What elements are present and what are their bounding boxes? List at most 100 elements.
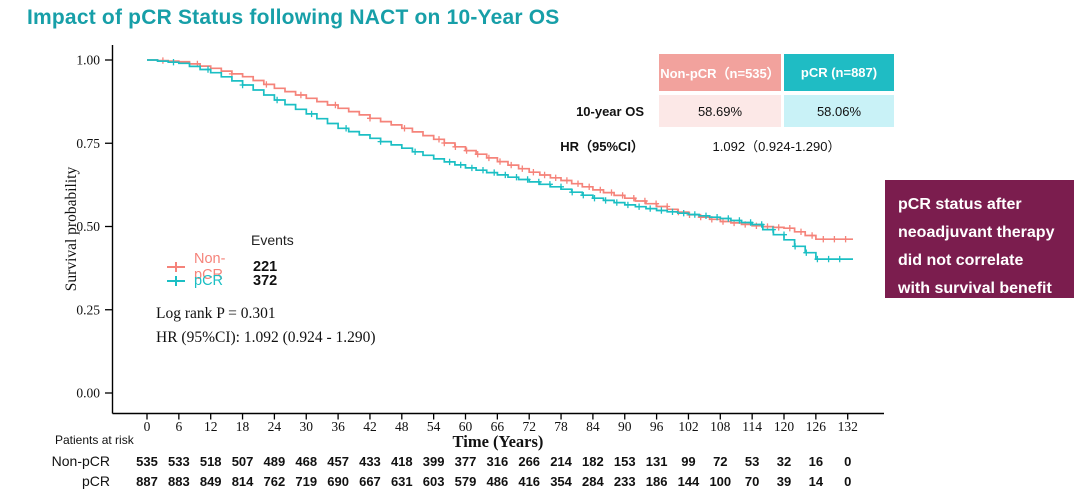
- risk-count: 266: [518, 454, 540, 469]
- x-tick-label: 114: [742, 419, 762, 434]
- events-count-pcr: 372: [253, 273, 278, 289]
- events-count-nonpcr: 221: [253, 259, 278, 275]
- risk-row-label-pcr: pCR: [82, 473, 110, 489]
- x-tick-label: 36: [331, 419, 345, 434]
- risk-count: 39: [777, 474, 791, 489]
- risk-row-label-non-pcr: Non-pCR: [52, 453, 110, 469]
- summary-row-label-hr: HR（95%CI）: [560, 139, 644, 154]
- risk-count: 690: [327, 474, 349, 489]
- risk-count: 233: [614, 474, 636, 489]
- os-value-pcr: 58.06%: [784, 95, 894, 127]
- hr-ci-text: HR (95%CI): 1.092 (0.924 - 1.290): [156, 329, 376, 346]
- hr-value: 1.092（0.924-1.290）: [712, 139, 841, 154]
- x-tick-label: 78: [554, 419, 568, 434]
- risk-table-title: Patients at risk: [55, 433, 135, 447]
- y-tick-label: 0.75: [76, 136, 100, 151]
- risk-count: 518: [200, 454, 222, 469]
- x-tick-label: 120: [774, 419, 795, 434]
- risk-count: 533: [168, 454, 190, 469]
- x-tick-label: 24: [268, 419, 282, 434]
- risk-count: 457: [327, 454, 349, 469]
- nonpcr-curve-marker-icon: [167, 262, 185, 273]
- risk-count: 849: [200, 474, 222, 489]
- risk-count: 354: [550, 474, 572, 489]
- risk-count: 131: [646, 454, 668, 469]
- legend-label-nonpcr: Non-pCR: [194, 251, 226, 283]
- risk-count: 433: [359, 454, 381, 469]
- risk-count: 762: [264, 474, 286, 489]
- risk-count: 53: [745, 454, 759, 469]
- risk-count: 486: [486, 474, 508, 489]
- x-tick-label: 48: [395, 419, 409, 434]
- risk-count: 667: [359, 474, 381, 489]
- x-tick-label: 66: [491, 419, 505, 434]
- x-tick-label: 108: [710, 419, 731, 434]
- risk-count: 579: [455, 474, 477, 489]
- x-tick-label: 96: [650, 419, 664, 434]
- x-tick-label: 102: [678, 419, 698, 434]
- survival-curve-pcr: [147, 59, 853, 260]
- risk-count: 182: [582, 454, 604, 469]
- x-tick-label: 42: [363, 419, 377, 434]
- risk-count: 603: [423, 474, 445, 489]
- censor-marks-pcr: [170, 59, 843, 263]
- risk-count: 416: [518, 474, 540, 489]
- x-tick-label: 84: [586, 419, 600, 434]
- risk-count: 377: [455, 454, 477, 469]
- legend-item-pcr: pCR 372: [167, 273, 277, 289]
- conclusion-callout: pCR status after neoadjuvant therapy did…: [885, 180, 1074, 298]
- y-tick-label: 0.25: [76, 302, 100, 317]
- x-axis-label: Time (Years): [453, 432, 544, 451]
- risk-count: 14: [809, 474, 824, 489]
- risk-count: 887: [136, 474, 158, 489]
- risk-count: 186: [646, 474, 668, 489]
- risk-count: 719: [295, 474, 317, 489]
- risk-count: 814: [232, 474, 254, 489]
- x-tick-label: 132: [838, 419, 858, 434]
- x-tick-label: 6: [175, 419, 182, 434]
- axes: [111, 45, 884, 415]
- x-tick-label: 90: [618, 419, 632, 434]
- risk-count: 99: [681, 454, 695, 469]
- risk-count: 153: [614, 454, 636, 469]
- risk-count: 399: [423, 454, 445, 469]
- risk-count: 631: [391, 474, 413, 489]
- x-tick-label: 126: [806, 419, 827, 434]
- x-tick-label: 18: [236, 419, 250, 434]
- os-value-nonpcr: 58.69%: [659, 95, 781, 127]
- pcr-curve-marker-icon: [167, 276, 185, 287]
- risk-count: 535: [136, 454, 158, 469]
- x-tick-label: 0: [144, 419, 151, 434]
- risk-count: 418: [391, 454, 413, 469]
- risk-count: 0: [844, 454, 851, 469]
- x-tick-label: 60: [459, 419, 473, 434]
- risk-count: 70: [745, 474, 759, 489]
- summary-row-label-os: 10-year OS: [576, 103, 644, 119]
- risk-count: 316: [486, 454, 508, 469]
- summary-header-pcr: pCR (n=887): [784, 54, 894, 91]
- x-tick-label: 12: [204, 419, 218, 434]
- risk-count: 214: [550, 454, 572, 469]
- figure-title: Impact of pCR Status following NACT on 1…: [27, 6, 560, 29]
- y-tick-label: 0.50: [76, 219, 100, 234]
- risk-count: 883: [168, 474, 190, 489]
- x-tick-label: 54: [427, 419, 441, 434]
- risk-count: 100: [709, 474, 731, 489]
- risk-count: 0: [844, 474, 851, 489]
- risk-count: 16: [809, 454, 823, 469]
- x-tick-label: 30: [300, 419, 314, 434]
- summary-table: Non-pCR（n=535） pCR (n=887) 10-year OS 58…: [536, 54, 894, 155]
- y-axis-label: Survival probability: [63, 167, 80, 292]
- risk-count: 507: [232, 454, 254, 469]
- risk-count: 32: [777, 454, 791, 469]
- x-tick-label: 72: [522, 419, 536, 434]
- legend-header: Events: [251, 232, 294, 248]
- legend-item-nonpcr: Non-pCR 221: [167, 251, 277, 283]
- legend-label-pcr: pCR: [194, 273, 224, 289]
- risk-count: 468: [295, 454, 317, 469]
- risk-count: 489: [264, 454, 286, 469]
- risk-count: 72: [713, 454, 727, 469]
